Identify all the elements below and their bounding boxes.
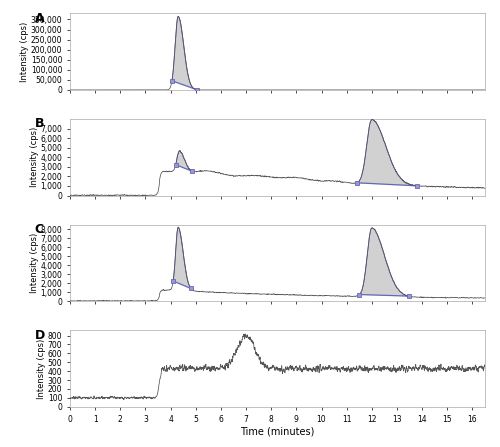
Text: A: A <box>34 12 44 25</box>
Text: B: B <box>34 118 44 131</box>
X-axis label: Time (minutes): Time (minutes) <box>240 427 314 437</box>
Y-axis label: Intensity (cps): Intensity (cps) <box>20 21 30 82</box>
Y-axis label: Intensity (cps): Intensity (cps) <box>38 338 46 399</box>
Y-axis label: Intensity (cps): Intensity (cps) <box>30 127 39 187</box>
Y-axis label: Intensity (cps): Intensity (cps) <box>30 233 39 293</box>
Text: C: C <box>34 223 44 236</box>
Text: D: D <box>34 329 45 342</box>
